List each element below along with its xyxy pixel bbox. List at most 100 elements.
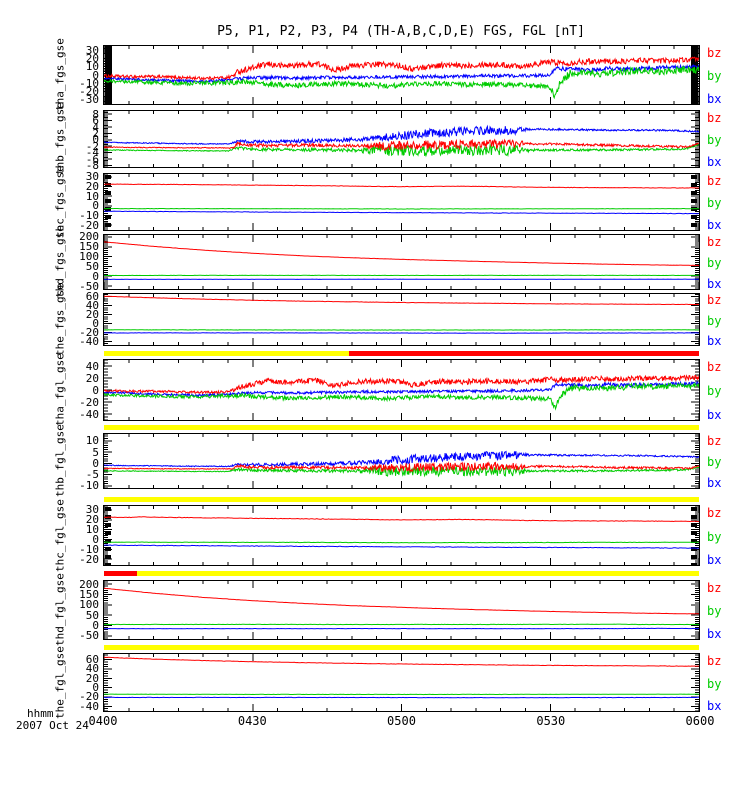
y-tick-label: -10 [79,543,99,556]
series-tha_fgs_gse-by [104,65,699,100]
series-label-bz: bz [707,46,722,60]
y-tick-label: 100 [79,598,99,611]
panel-thd_fgl_gse [103,580,700,640]
series-label-by: by [707,133,722,147]
y-tick-label: -50 [79,629,99,642]
axis-ticks [104,174,699,230]
series-label-bx: bx [707,476,722,490]
data-flag-bar [105,507,111,511]
series-label-by: by [707,256,722,270]
y-tick-label: 0 [92,69,99,82]
series-the_fgl_gse-bz [104,656,699,667]
panel-ylabel-thd_fgl_gse: thd_fgl_gse [53,573,67,647]
axis-ticks [104,235,699,289]
y-tick-label: 150 [79,588,99,601]
quality-bar [104,425,699,430]
x-tick-label: 0600 [685,714,715,728]
panel-thb_fgl_gse [103,433,700,489]
data-flag-bar [105,555,111,559]
y-tick-label: 60 [85,290,99,303]
data-flag-bar [691,175,697,179]
y-tick-label: 0 [92,270,99,283]
series-label-bx: bx [707,334,722,348]
quality-bar-segment [349,351,699,356]
series-thb_fgl_gse-by [104,464,699,478]
panel-ylabel-the_fgs_gse: the_fgs_gse [53,283,67,356]
y-tick-label: -8 [85,159,99,172]
panel-the_fgs_gse [103,293,700,346]
series-thc_fgl_gse-bz [104,516,699,523]
y-tick-label: 60 [85,653,99,666]
y-tick-label: -10 [79,77,99,90]
data-flag-bar [105,215,111,219]
data-flag-bar [691,215,697,219]
y-tick-label: 20 [85,672,99,685]
series-thd_fgl_gse-bz [104,587,699,615]
series-label-by: by [707,530,722,544]
data-flag-bar [105,199,111,203]
y-tick-label: 40 [85,360,99,373]
panel-thd_fgs_gse [103,234,700,290]
y-tick-label: 100 [79,250,99,263]
series-thc_fgs_gse-bx [104,210,699,215]
plot-title: P5, P1, P2, P3, P4 (TH-A,B,C,D,E) FGS, F… [217,24,585,39]
series-label-bz: bz [707,174,722,188]
axis-ticks [104,581,699,639]
series-tha_fgl_gse-bz [104,374,699,395]
y-tick-label: 0 [92,619,99,632]
panel-ylabel-tha_fgl_gse: tha_fgl_gse [53,353,67,427]
series-tha_fgs_gse-bz [104,56,699,82]
data-flag-bar [691,183,697,187]
y-tick-label: -6 [85,153,99,166]
y-tick-label: -4 [85,146,99,159]
y-tick-label: 20 [85,308,99,321]
y-tick-label: 10 [85,190,99,203]
series-the_fgs_gse-bx [104,332,699,334]
data-flag-bar [691,191,697,195]
series-label-by: by [707,604,722,618]
y-tick-label: -20 [79,396,99,409]
data-flag-bar [691,539,697,543]
series-label-by: by [707,677,722,691]
series-thb_fgl_gse-bz [104,461,699,474]
data-flag-bar [691,515,697,519]
quality-bar-segment [104,351,350,356]
series-label-bx: bx [707,92,722,106]
y-tick-label: 0 [92,533,99,546]
series-label-by: by [707,314,722,328]
y-tick-label: 10 [85,60,99,73]
series-thb_fgl_gse-bx [104,450,699,468]
y-tick-label: -50 [79,280,99,293]
data-flag-bar [105,523,111,527]
y-tick-label: -5 [85,468,99,481]
y-tick-label: -20 [79,219,99,232]
series-label-bx: bx [707,218,722,232]
quality-bar [104,571,699,576]
y-tick-label: -10 [79,209,99,222]
y-tick-label: 0 [92,457,99,470]
y-tick-label: 20 [85,52,99,65]
series-label-bz: bz [707,581,722,595]
series-the_fgl_gse-by [104,693,699,696]
series-label-bz: bz [707,654,722,668]
panel-ylabel-tha_fgs_gse: tha_fgs_gse [53,38,67,112]
quality-bar [104,645,699,650]
series-thc_fgs_gse-by [104,207,699,210]
series-label-bz: bz [707,506,722,520]
series-label-by: by [707,455,722,469]
quality-bar-segment [104,497,699,502]
series-the_fgs_gse-bz [104,295,699,306]
y-tick-label: 10 [85,434,99,447]
y-tick-label: -40 [79,408,99,421]
series-thb_fgs_gse-bx [104,124,699,145]
x-axis-unit-label: hhmm [27,707,54,720]
y-tick-label: -40 [79,700,99,713]
series-thd_fgl_gse-bx [104,627,699,630]
panel-thc_fgs_gse [103,173,700,231]
axis-ticks [104,111,699,167]
y-tick-label: 4 [92,121,99,134]
y-tick-label: 40 [85,662,99,675]
series-tha_fgl_gse-bx [104,380,699,398]
series-thd_fgs_gse-bz [104,241,699,266]
